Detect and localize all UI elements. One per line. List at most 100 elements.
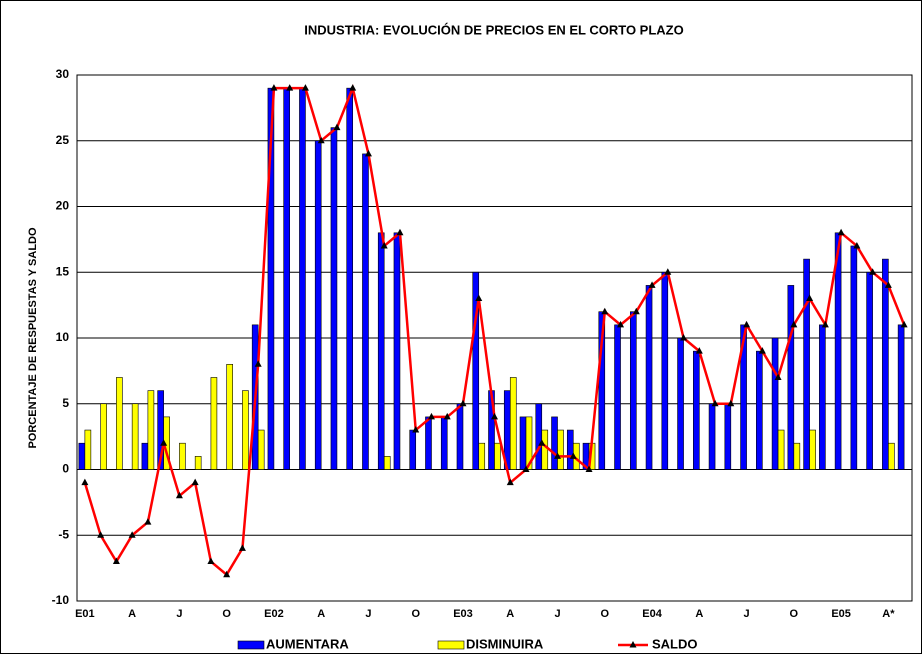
marker [349,84,357,91]
bar [897,324,905,470]
marker [286,84,294,91]
bar [850,245,858,470]
marker [900,320,908,328]
bar [771,337,779,470]
bar [756,350,763,470]
x-tick-label: O [411,608,420,620]
bar [740,324,747,470]
x-tick-label: E03 [453,608,473,620]
x-tick-label: A* [882,608,895,620]
marker [853,241,861,249]
x-tick-label: O [790,608,799,620]
marker [522,465,530,472]
x-tick-label: O [222,608,231,620]
bar [566,429,574,470]
bar [519,416,527,470]
bar [541,429,549,470]
bar [834,232,842,470]
x-tick-label: E01 [75,608,95,620]
marker [443,412,451,420]
y-tick-label: 30 [56,67,70,81]
bar [78,442,86,470]
legend-label: AUMENTARA [266,636,349,651]
bar [242,390,249,470]
marker [238,544,246,551]
x-tick-label: J [176,608,182,620]
legend-label: SALDO [652,636,698,651]
marker [711,399,719,407]
bar [494,442,501,470]
marker [601,307,609,315]
bar [777,429,785,470]
marker [160,439,168,446]
bar [314,140,322,470]
bar [598,311,606,470]
marker [632,307,640,315]
marker [790,320,798,328]
marker [806,294,814,302]
legend-label: DISMINUIRA [466,636,544,651]
bar [440,416,448,470]
x-tick-label: J [554,608,560,620]
bar [84,429,92,470]
bar [179,442,186,470]
marker [175,491,183,499]
marker [869,268,877,275]
y-tick-label: -5 [58,527,69,541]
marker [727,399,735,407]
marker [191,478,199,486]
marker [270,84,278,91]
bar [629,311,637,470]
marker [333,123,341,131]
bar [787,285,795,470]
bar [257,429,265,470]
bar [210,377,218,470]
marker [317,136,325,144]
marker [585,465,593,472]
bar [509,377,517,470]
bar [819,324,826,470]
marker [538,439,546,446]
y-tick-label: 25 [56,133,70,147]
marker [884,281,892,288]
bar [793,442,801,470]
x-tick-label: A [128,608,136,620]
legend-swatch [237,640,265,650]
marker [695,347,703,354]
marker [664,268,672,275]
bar [147,390,155,470]
bar [472,271,480,470]
y-tick-label: 5 [62,396,69,410]
bar [194,456,202,470]
bar [393,232,401,470]
bar [645,285,653,470]
x-tick-label: A [506,608,514,620]
marker [475,294,483,302]
marker [506,478,514,486]
bar [362,153,369,470]
marker [97,531,105,538]
marker [774,373,782,380]
bar [116,377,123,470]
bar [866,271,873,470]
chart-title: INDUSTRIA: EVOLUCIÓN DE PRECIOS EN EL CO… [304,22,683,37]
bar [383,456,391,470]
marker [412,426,420,433]
bar [809,429,816,470]
marker [569,452,577,459]
bar [283,87,290,470]
marker [554,452,562,459]
marker [617,320,625,328]
bar [724,403,732,470]
marker [491,412,498,420]
marker [837,228,845,236]
y-tick-label: 15 [56,264,70,278]
x-tick-label: E04 [642,608,662,620]
bar [888,442,895,470]
bar [693,350,700,470]
x-tick-label: J [365,608,371,620]
marker [81,478,89,486]
x-tick-label: O [601,608,610,620]
marker [459,399,467,407]
